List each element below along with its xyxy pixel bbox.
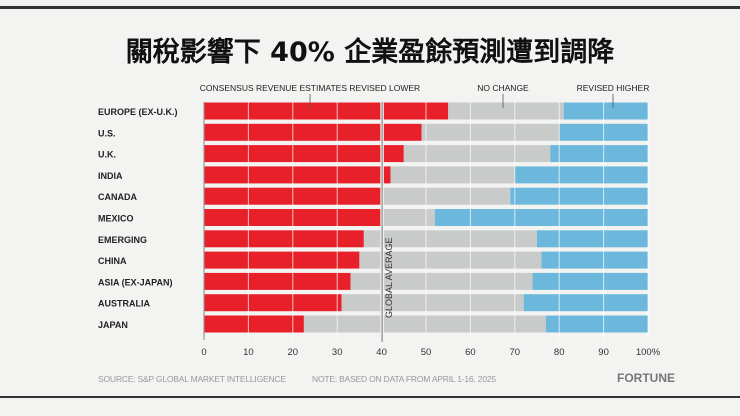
category-label: ASIA (EX-JAPAN) [98, 277, 173, 287]
bar-segment-higher [550, 145, 648, 163]
legend-label: CONSENSUS REVENUE ESTIMATES REVISED LOWE… [200, 83, 420, 93]
category-label: INDIA [98, 171, 123, 181]
bar-segment-lower [204, 315, 304, 333]
category-label: U.K. [98, 150, 116, 160]
x-tick-label: 60 [465, 347, 476, 358]
bar-segment-higher [563, 102, 648, 120]
x-tick-label: 50 [421, 347, 432, 358]
bar-segment-lower [204, 251, 360, 269]
bar-segment-higher [532, 272, 648, 290]
x-tick-label: 100% [636, 347, 661, 358]
global-average-label: GLOBAL AVERAGE [384, 237, 394, 318]
x-tick-label: 20 [288, 347, 299, 358]
bar-segment-no-change [381, 187, 511, 205]
bar-segment-no-change [381, 209, 435, 226]
bar-segment-no-change [359, 251, 542, 269]
bar-segment-lower [204, 123, 422, 141]
bar-segment-higher [510, 187, 648, 205]
source-note: SOURCE: S&P GLOBAL MARKET INTELLIGENCE [98, 374, 286, 384]
chart-title: 關稅影響下 40% 企業盈餘預測遭到調降 [125, 37, 615, 68]
category-label: AUSTRALIA [98, 299, 150, 309]
top-rule [0, 6, 740, 9]
bar-segment-lower [204, 166, 391, 184]
x-tick-label: 80 [554, 347, 565, 358]
bar-segment-no-change [341, 294, 524, 312]
category-label: MEXICO [98, 214, 134, 224]
bar-segment-no-change [303, 315, 546, 333]
bar-segment-no-change [363, 230, 537, 248]
bar-segment-no-change [390, 166, 515, 184]
category-label: CHINA [98, 256, 127, 266]
bar-segment-lower [204, 294, 342, 312]
x-tick-label: 90 [598, 347, 609, 358]
data-note: NOTE: BASED ON DATA FROM APRIL 1-16, 202… [312, 374, 496, 384]
bar-segment-lower [204, 230, 364, 248]
category-label: U.S. [98, 128, 116, 138]
x-tick-label: 70 [510, 347, 521, 358]
x-tick-label: 0 [201, 347, 206, 358]
bar-segment-higher [514, 166, 648, 184]
bar-segment-lower [204, 145, 404, 163]
bar-segment-lower [204, 102, 449, 120]
bar-segment-no-change [403, 145, 551, 163]
category-label: CANADA [98, 192, 137, 202]
category-label: JAPAN [98, 320, 128, 330]
x-tick-label: 30 [332, 347, 343, 358]
bar-segment-higher [541, 251, 648, 269]
bar-segment-no-change [421, 123, 560, 141]
bar-segment-no-change [448, 102, 564, 120]
x-tick-label: 10 [243, 347, 254, 358]
bar-segment-no-change [350, 272, 533, 290]
bar-segment-higher [545, 315, 648, 333]
fortune-logo: FORTUNE [617, 371, 675, 385]
x-tick-label: 40 [376, 347, 387, 358]
bar-segment-higher [523, 294, 648, 312]
bar-segment-lower [204, 272, 351, 290]
bar-segment-higher [434, 209, 648, 226]
legend-label: REVISED HIGHER [577, 83, 650, 93]
bottom-rule [0, 396, 740, 398]
category-label: EMERGING [98, 235, 147, 245]
legend-label: NO CHANGE [477, 83, 529, 93]
category-label: EUROPE (EX-U.K.) [98, 107, 178, 117]
bar-segment-higher [537, 230, 648, 248]
